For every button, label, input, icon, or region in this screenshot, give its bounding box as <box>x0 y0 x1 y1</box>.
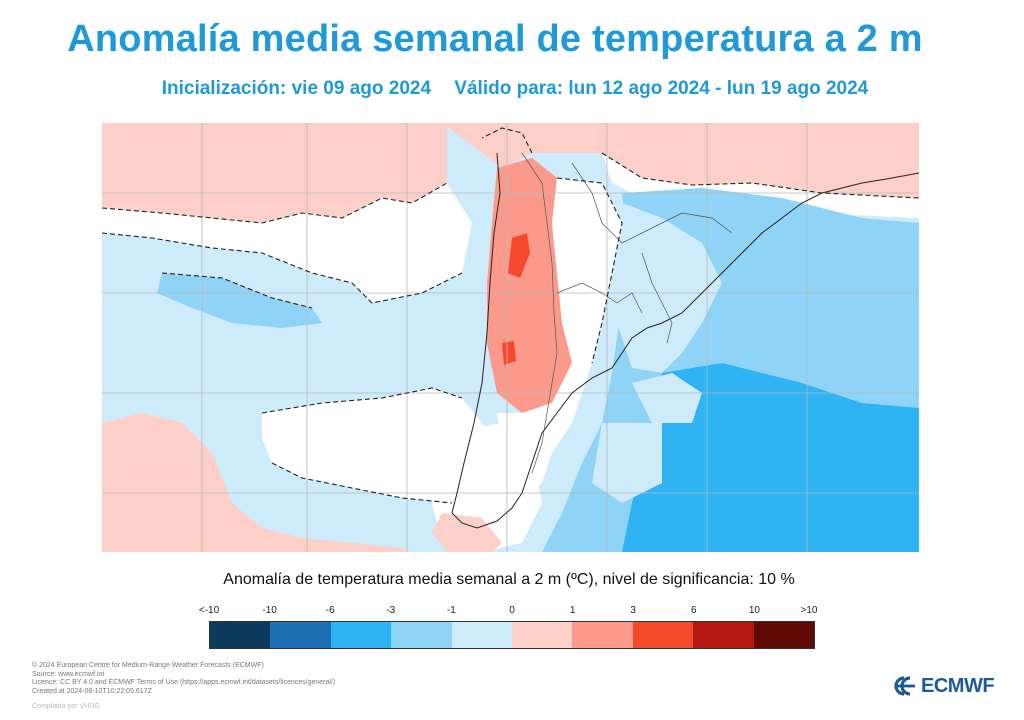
political-borders <box>521 152 733 474</box>
warm-anomaly-north <box>442 123 919 198</box>
valid-period: Válido para: lun 12 ago 2024 - lun 19 ag… <box>454 78 869 99</box>
credit-line: Source: www.ecmwf.int <box>32 670 105 678</box>
neutral-region-east <box>497 178 622 503</box>
credit-line: Created at 2024-08-10T10:22:05.617Z <box>32 687 152 695</box>
legend-swatch <box>451 622 513 648</box>
neutral-band-north <box>102 183 472 303</box>
initialization-date: Inicialización: vie 09 ago 2024 <box>161 78 432 99</box>
ecmwf-logo: ECMWF <box>893 674 995 697</box>
hot-spot-north <box>508 233 530 278</box>
cold-anomaly-plata <box>632 373 702 423</box>
legend-label: 10 <box>748 605 760 616</box>
legend-swatch <box>632 622 694 648</box>
warm-anomaly-northwest <box>102 123 447 223</box>
credit-line: Licence: CC BY 4.0 and ECMWF Terms of Us… <box>32 679 336 687</box>
legend-swatch <box>210 622 271 648</box>
compiled-by: Compilado por VHDG <box>32 703 100 710</box>
legend-label: -1 <box>446 605 456 616</box>
legend-label: 6 <box>691 605 697 616</box>
legend-label: >10 <box>800 605 818 616</box>
warm-anomaly-southwest <box>102 413 412 552</box>
legend-swatch <box>391 622 452 648</box>
page-title: Anomalía media semanal de temperatura a … <box>67 18 923 60</box>
legend-colorbar <box>209 621 815 649</box>
legend-swatch <box>330 622 392 648</box>
legend-title: Anomalía de temperatura media semanal a … <box>223 571 795 588</box>
cold-anomaly-west <box>157 273 322 328</box>
logo-text: ECMWF <box>921 674 995 697</box>
hot-spot-central <box>502 341 516 365</box>
color-legend: <-10 -10 -6 -3 -1 0 1 3 6 10 >10 <box>199 605 818 649</box>
ecmwf-logo-icon <box>894 676 915 696</box>
legend-label: 0 <box>509 605 515 616</box>
legend-swatch <box>512 622 573 648</box>
anomaly-map <box>102 123 919 552</box>
map-grid <box>102 123 919 552</box>
legend-label: -3 <box>386 605 396 616</box>
significance-contours <box>102 127 919 504</box>
credit-line: © 2024 European Centre for Medium-Range … <box>32 662 264 669</box>
legend-swatch <box>270 622 331 648</box>
cold-anomaly-coast <box>592 423 662 503</box>
coastlines <box>451 152 919 529</box>
map-svg <box>102 123 919 552</box>
warm-anomaly-south <box>432 513 502 552</box>
legend-swatch <box>693 622 754 648</box>
legend-swatch <box>572 622 633 648</box>
credits: © 2024 European Centre for Medium-Range … <box>32 662 335 696</box>
subtitle: Inicialización: vie 09 ago 2024 Válido p… <box>0 78 1024 100</box>
legend-label: -10 <box>262 605 277 616</box>
legend-label: -6 <box>325 605 335 616</box>
legend-label: <-10 <box>198 605 220 616</box>
legend-label: 1 <box>569 605 576 616</box>
legend-label: 3 <box>630 605 636 616</box>
legend-swatch <box>753 622 815 648</box>
